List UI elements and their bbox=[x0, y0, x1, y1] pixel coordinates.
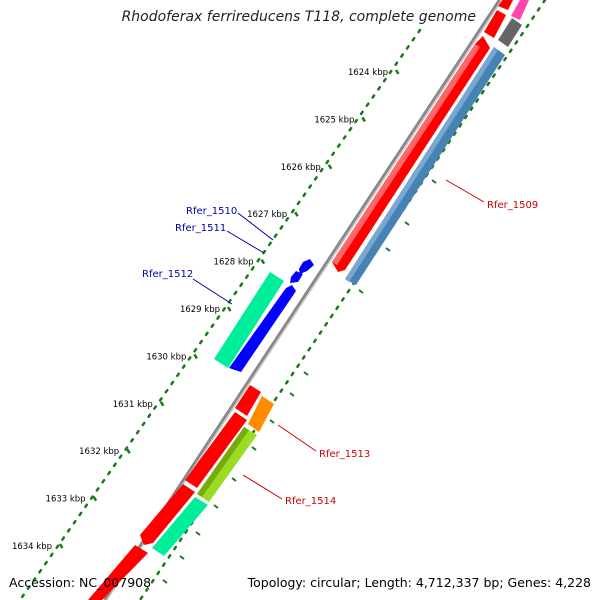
scale-tick-label: 1633 kbp bbox=[46, 495, 86, 505]
label-rfer-1509[interactable]: Rfer_1509 bbox=[487, 200, 538, 211]
scale-tick-mark bbox=[193, 353, 198, 360]
gene-red-forward-top2[interactable] bbox=[498, 0, 514, 10]
scale-tick-label: 1628 kbp bbox=[214, 258, 254, 268]
gene-red-forward-long-shade bbox=[332, 44, 480, 265]
label-rfer-1510[interactable]: Rfer_1510 bbox=[186, 206, 237, 217]
gene-red-lower-1[interactable] bbox=[235, 385, 261, 416]
scale-tick-mark bbox=[394, 69, 400, 75]
scale-tick-label: 1625 kbp bbox=[314, 115, 354, 125]
orf-tick bbox=[289, 392, 295, 397]
scale-tick-label: 1632 kbp bbox=[79, 447, 119, 457]
scale-tick-mark bbox=[159, 401, 165, 407]
genome-summary-label: Topology: circular; Length: 4,712,337 bp… bbox=[247, 575, 591, 590]
orf-gray-top bbox=[498, 18, 522, 47]
label-rfer-1512[interactable]: Rfer_1512 bbox=[142, 269, 193, 280]
orf-teal-upper bbox=[214, 272, 284, 368]
accession-label: Accession: NC_007908 bbox=[9, 575, 152, 590]
outer-dotted-track bbox=[18, 28, 422, 600]
orf-tick bbox=[269, 419, 275, 424]
genome-title: Rhodoferax ferrireducens T118, complete … bbox=[121, 9, 476, 25]
scale-tick-label: 1629 kbp bbox=[180, 305, 220, 315]
orf-tick bbox=[213, 504, 219, 509]
orf-tick bbox=[404, 221, 410, 226]
gene-red-lower-4[interactable] bbox=[88, 545, 148, 600]
orf-tick bbox=[195, 531, 201, 536]
label-rfer-1511[interactable]: Rfer_1511 bbox=[175, 223, 226, 234]
scale-ticks bbox=[58, 69, 400, 549]
scale-tick-label: 1627 kbp bbox=[247, 210, 287, 220]
scale-tick-mark bbox=[126, 448, 131, 454]
scale-tick-label: 1631 kbp bbox=[113, 400, 153, 410]
orf-tick bbox=[251, 446, 257, 451]
leader-rfer-1511 bbox=[226, 230, 265, 254]
gene-rfer-1513[interactable] bbox=[248, 396, 274, 432]
scale-tick-mark bbox=[260, 258, 266, 265]
orf-tick bbox=[231, 477, 237, 482]
scale-tick-mark bbox=[294, 211, 299, 217]
scale-tick-label: 1624 kbp bbox=[348, 68, 388, 78]
gene-red-forward-top[interactable] bbox=[484, 10, 506, 38]
scale-tick-labels: 1624 kbp 1625 kbp 1626 kbp 1627 kbp 1628 kbp… bbox=[12, 68, 388, 552]
gene-rfer-1511[interactable] bbox=[290, 271, 303, 283]
orf-tick bbox=[358, 289, 364, 294]
scale-tick-mark bbox=[327, 164, 333, 170]
leader-rfer-1510 bbox=[237, 212, 274, 241]
orf-magenta-top bbox=[511, 0, 529, 20]
leader-rfer-1509 bbox=[445, 179, 485, 203]
orf-tick bbox=[179, 555, 185, 560]
orf-tick bbox=[385, 247, 391, 252]
gene-rfer-1514[interactable] bbox=[197, 427, 257, 502]
gene-rfer-1510[interactable] bbox=[299, 259, 314, 274]
orf-tick-marks bbox=[162, 179, 437, 584]
orf-yellowgreen-dark bbox=[197, 427, 249, 497]
label-rfer-1514[interactable]: Rfer_1514 bbox=[285, 496, 336, 507]
orf-teal-lower bbox=[152, 497, 208, 556]
scale-tick-mark bbox=[92, 495, 98, 502]
gene-rfer-1509-shade bbox=[345, 47, 498, 282]
gene-rfer-1512[interactable] bbox=[229, 285, 296, 372]
gene-red-lower-3[interactable] bbox=[140, 484, 195, 545]
scale-tick-mark bbox=[361, 116, 366, 123]
label-rfer-1513[interactable]: Rfer_1513 bbox=[319, 449, 370, 460]
leader-rfer-1514 bbox=[242, 474, 283, 500]
leader-rfer-1512 bbox=[192, 278, 233, 305]
scale-tick-mark bbox=[58, 543, 64, 549]
orf-tick bbox=[431, 179, 437, 184]
scale-tick-label: 1626 kbp bbox=[281, 163, 321, 173]
scale-tick-label: 1630 kbp bbox=[146, 352, 186, 362]
orf-tick bbox=[162, 579, 168, 584]
scale-tick-label: 1634 kbp bbox=[12, 542, 52, 552]
gene-red-forward-long[interactable] bbox=[332, 36, 490, 272]
scale-tick-mark bbox=[226, 306, 232, 312]
orf-tick bbox=[303, 371, 309, 376]
gene-red-lower-2[interactable] bbox=[185, 412, 247, 488]
leader-rfer-1513 bbox=[277, 424, 317, 452]
